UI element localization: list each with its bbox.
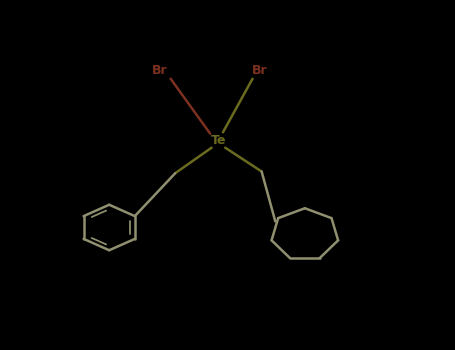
Text: Br: Br (152, 63, 167, 77)
Text: Te: Te (211, 133, 226, 147)
Text: Br: Br (252, 63, 267, 77)
